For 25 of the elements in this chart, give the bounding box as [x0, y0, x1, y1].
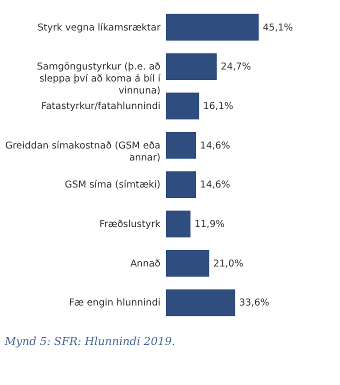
data-label: 16,1% — [203, 100, 234, 112]
data-label: 45,1% — [262, 22, 293, 34]
data-label: 14,6% — [200, 140, 230, 152]
y-tick-label: Styrk vegna líkamsræktar — [38, 22, 161, 34]
data-label: 33,6% — [239, 298, 270, 309]
bar — [166, 210, 190, 238]
data-label: 21,0% — [213, 258, 244, 270]
bar — [166, 14, 259, 41]
data-label: 11,9% — [194, 219, 225, 230]
bar — [166, 289, 236, 316]
y-tick-label: Fatastyrkur/fatahlunnindi — [41, 100, 160, 112]
y-tick-label: Fræðslustyrk — [99, 219, 161, 230]
bar — [166, 171, 196, 198]
y-tick-label: Fæ engin hlunnindi — [69, 298, 160, 309]
y-tick-label: Samgöngustyrkur (þ.e. að sleppa því að koma á bíl í vinnuna) — [36, 62, 161, 97]
y-tick-label: Annað — [130, 258, 161, 270]
bar — [166, 250, 210, 277]
data-label: 14,6% — [200, 180, 230, 191]
bar — [166, 92, 200, 120]
data-label: 24,7% — [220, 62, 251, 73]
y-tick-label: GSM síma (símtæki) — [64, 180, 160, 191]
bar — [166, 132, 196, 159]
text: Mynd 5: SFR: Hlunnindi 2019. — [4, 335, 176, 348]
bar — [166, 53, 217, 80]
y-tick-label: Greiddan símakostnað (GSM eða annar) — [5, 140, 160, 164]
